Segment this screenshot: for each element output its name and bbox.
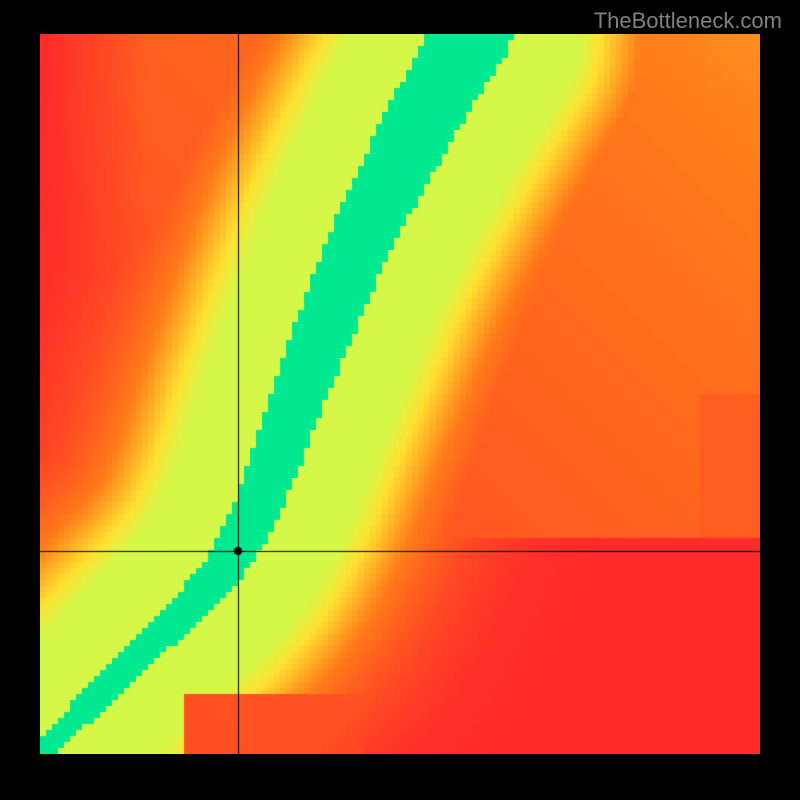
bottleneck-heatmap bbox=[40, 34, 760, 754]
attribution-text: TheBottleneck.com bbox=[594, 8, 782, 34]
